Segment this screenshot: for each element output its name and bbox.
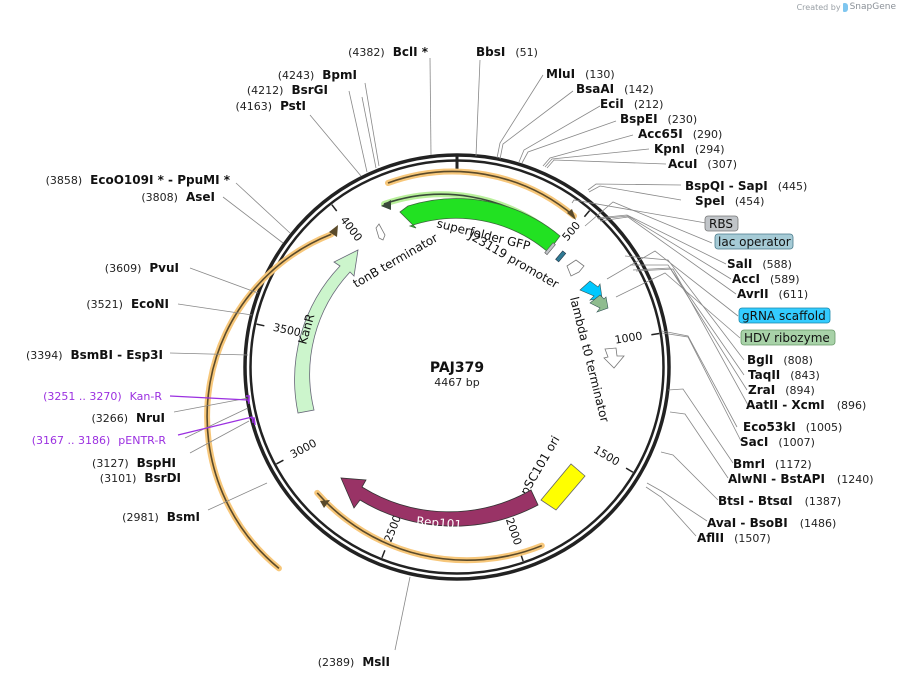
primer-mark-kan-r-icon <box>246 395 250 402</box>
tick-label: 1500 <box>591 443 622 469</box>
site-label[interactable]: (4382) BclI * <box>348 45 429 59</box>
site-label[interactable]: KpnI (294) <box>654 142 725 156</box>
site-label[interactable]: AflII (1507) <box>697 531 771 545</box>
site-label[interactable]: ZraI (894) <box>748 383 815 397</box>
orf-arcs <box>204 168 577 572</box>
site-label[interactable]: AvrII (611) <box>737 287 808 301</box>
site-label[interactable]: TaqII (843) <box>748 368 820 382</box>
plasmid-length: 4467 bp <box>434 376 479 389</box>
tag-hdv-ribozyme[interactable]: HDV ribozyme <box>740 329 836 346</box>
primer-label-pentr-r[interactable]: (3167 .. 3186) pENTR-R <box>32 434 167 447</box>
site-label[interactable]: EciI (212) <box>600 97 663 111</box>
svg-text:gRNA scaffold: gRNA scaffold <box>742 309 826 323</box>
site-label[interactable]: AcuI (307) <box>668 157 737 171</box>
site-label[interactable]: SpeI (454) <box>695 194 764 208</box>
site-label[interactable]: AlwNI - BstAPI (1240) <box>728 472 873 486</box>
feature-grna-scaffold[interactable] <box>579 280 603 301</box>
tag-grna-scaffold[interactable]: gRNA scaffold <box>738 307 831 324</box>
site-label[interactable]: MluI (130) <box>546 67 615 81</box>
orf-sfgfp-arrowhead-icon <box>381 200 391 210</box>
left-site-labels: (4382) BclI * (4243) BpmI (4212) BsrGI (416… <box>26 45 429 669</box>
tick-mark <box>276 459 284 465</box>
tick-mark <box>381 550 386 559</box>
site-label[interactable]: Acc65I (290) <box>638 127 722 141</box>
feature-lambda-t0-terminator[interactable] <box>603 347 625 369</box>
svg-text:lac operator: lac operator <box>718 235 791 249</box>
site-label[interactable]: Eco53kI (1005) <box>743 420 842 434</box>
orf-gfp-arrowhead-icon <box>567 209 576 220</box>
backbone <box>243 153 671 581</box>
plasmid-name: PAJ379 <box>430 360 484 376</box>
tick-label: 1000 <box>614 329 644 346</box>
tick-mark <box>625 467 634 473</box>
credit-brand: SnapGene <box>849 2 896 12</box>
feature-promoter-arrow-icon[interactable] <box>566 259 585 277</box>
tick-label: 3000 <box>288 437 319 462</box>
site-label[interactable]: (3394) BsmBI - Esp3I <box>26 348 163 362</box>
feature-rep101[interactable] <box>340 477 539 527</box>
feature-label-rep101: Rep101 <box>416 514 463 532</box>
tag-lac-operator[interactable]: lac operator <box>714 233 794 250</box>
site-label[interactable]: (4163) PstI <box>235 99 306 113</box>
orf-kanr-arrowhead-icon <box>329 225 338 237</box>
right-site-labels: BbsI (51) MluI (130) BsaAI (142) EciI (212) … <box>476 45 873 545</box>
feature-hdv-ribozyme[interactable] <box>589 294 609 313</box>
orf-rep-arrowhead-icon <box>320 500 330 508</box>
credit-prefix: Created by <box>796 2 841 12</box>
site-label[interactable]: AccI (589) <box>732 272 800 286</box>
site-label[interactable]: BtsI - BtsαI (1387) <box>718 494 841 508</box>
site-label[interactable]: (4212) BsrGI <box>247 83 328 97</box>
feature-lac-operator-mark[interactable] <box>555 250 567 263</box>
site-label[interactable]: AatII - XcmI (896) <box>746 398 866 412</box>
site-label[interactable]: (3266) NruI <box>91 411 165 425</box>
svg-text:RBS: RBS <box>709 217 733 231</box>
site-label[interactable]: SalI (588) <box>727 257 792 271</box>
site-label[interactable]: BsaAI (142) <box>576 82 654 96</box>
tick-label: 500 <box>560 219 583 243</box>
svg-text:HDV ribozyme: HDV ribozyme <box>744 331 830 345</box>
site-label[interactable]: (3101) BsrDI <box>100 471 181 485</box>
leader-lines <box>169 57 749 651</box>
site-label[interactable]: (2981) BsmI <box>122 510 200 524</box>
tag-rbs[interactable]: RBS <box>704 215 739 232</box>
tick-mark <box>583 210 591 218</box>
site-label[interactable]: BspEI (230) <box>620 112 697 126</box>
primer-mark-pentr-r-icon <box>251 417 256 426</box>
site-label[interactable]: (4243) BpmI <box>278 68 357 82</box>
feature-label-tonb-terminator: tonB terminator <box>351 231 441 291</box>
feature-tags: RBS lac operator gRNA scaffold HDV riboz… <box>704 215 836 346</box>
tick-label: 2000 <box>503 516 524 547</box>
site-label[interactable]: BglI (808) <box>747 353 813 367</box>
site-label[interactable]: BspQI - SapI (445) <box>685 179 807 193</box>
site-label[interactable]: BmrI (1172) <box>733 457 812 471</box>
tick-mark <box>331 204 338 212</box>
tick-mark <box>651 332 660 336</box>
site-label[interactable]: (3609) PvuI <box>105 261 179 275</box>
tick-mark <box>256 323 265 327</box>
orf-rep-line <box>316 492 543 561</box>
site-label[interactable]: (2389) MslI <box>318 655 390 669</box>
site-label[interactable]: BbsI (51) <box>476 45 538 59</box>
orf-kanr-line <box>206 233 332 569</box>
feature-psc101-ori[interactable] <box>540 463 586 511</box>
site-label[interactable]: AvaI - BsoBI (1486) <box>707 516 836 530</box>
site-label[interactable]: (3127) BspHI <box>92 456 176 470</box>
snapgene-logo-icon <box>842 2 848 12</box>
snapgene-credit: Created by SnapGene <box>797 2 896 12</box>
feature-kanr[interactable] <box>294 249 359 414</box>
tick-label: 3500 <box>272 321 302 340</box>
site-label[interactable]: (3808) AseI <box>141 190 215 204</box>
orf-kanr-glow <box>204 231 335 572</box>
site-label[interactable]: SacI (1007) <box>740 435 815 449</box>
feature-tonb-terminator[interactable] <box>375 223 386 241</box>
tick-label: 4000 <box>337 214 364 244</box>
orf-gfp-line <box>387 170 575 217</box>
primer-labels: (3251 .. 3270) Kan-R (3167 .. 3186) pENTR-… <box>32 390 256 447</box>
feature-rbs-mark[interactable] <box>544 242 556 256</box>
site-label[interactable]: (3521) EcoNI <box>86 297 169 311</box>
site-label[interactable]: (3858) EcoO109I * - PpuMI * <box>46 173 231 187</box>
primer-label-kan-r[interactable]: (3251 .. 3270) Kan-R <box>43 390 162 403</box>
